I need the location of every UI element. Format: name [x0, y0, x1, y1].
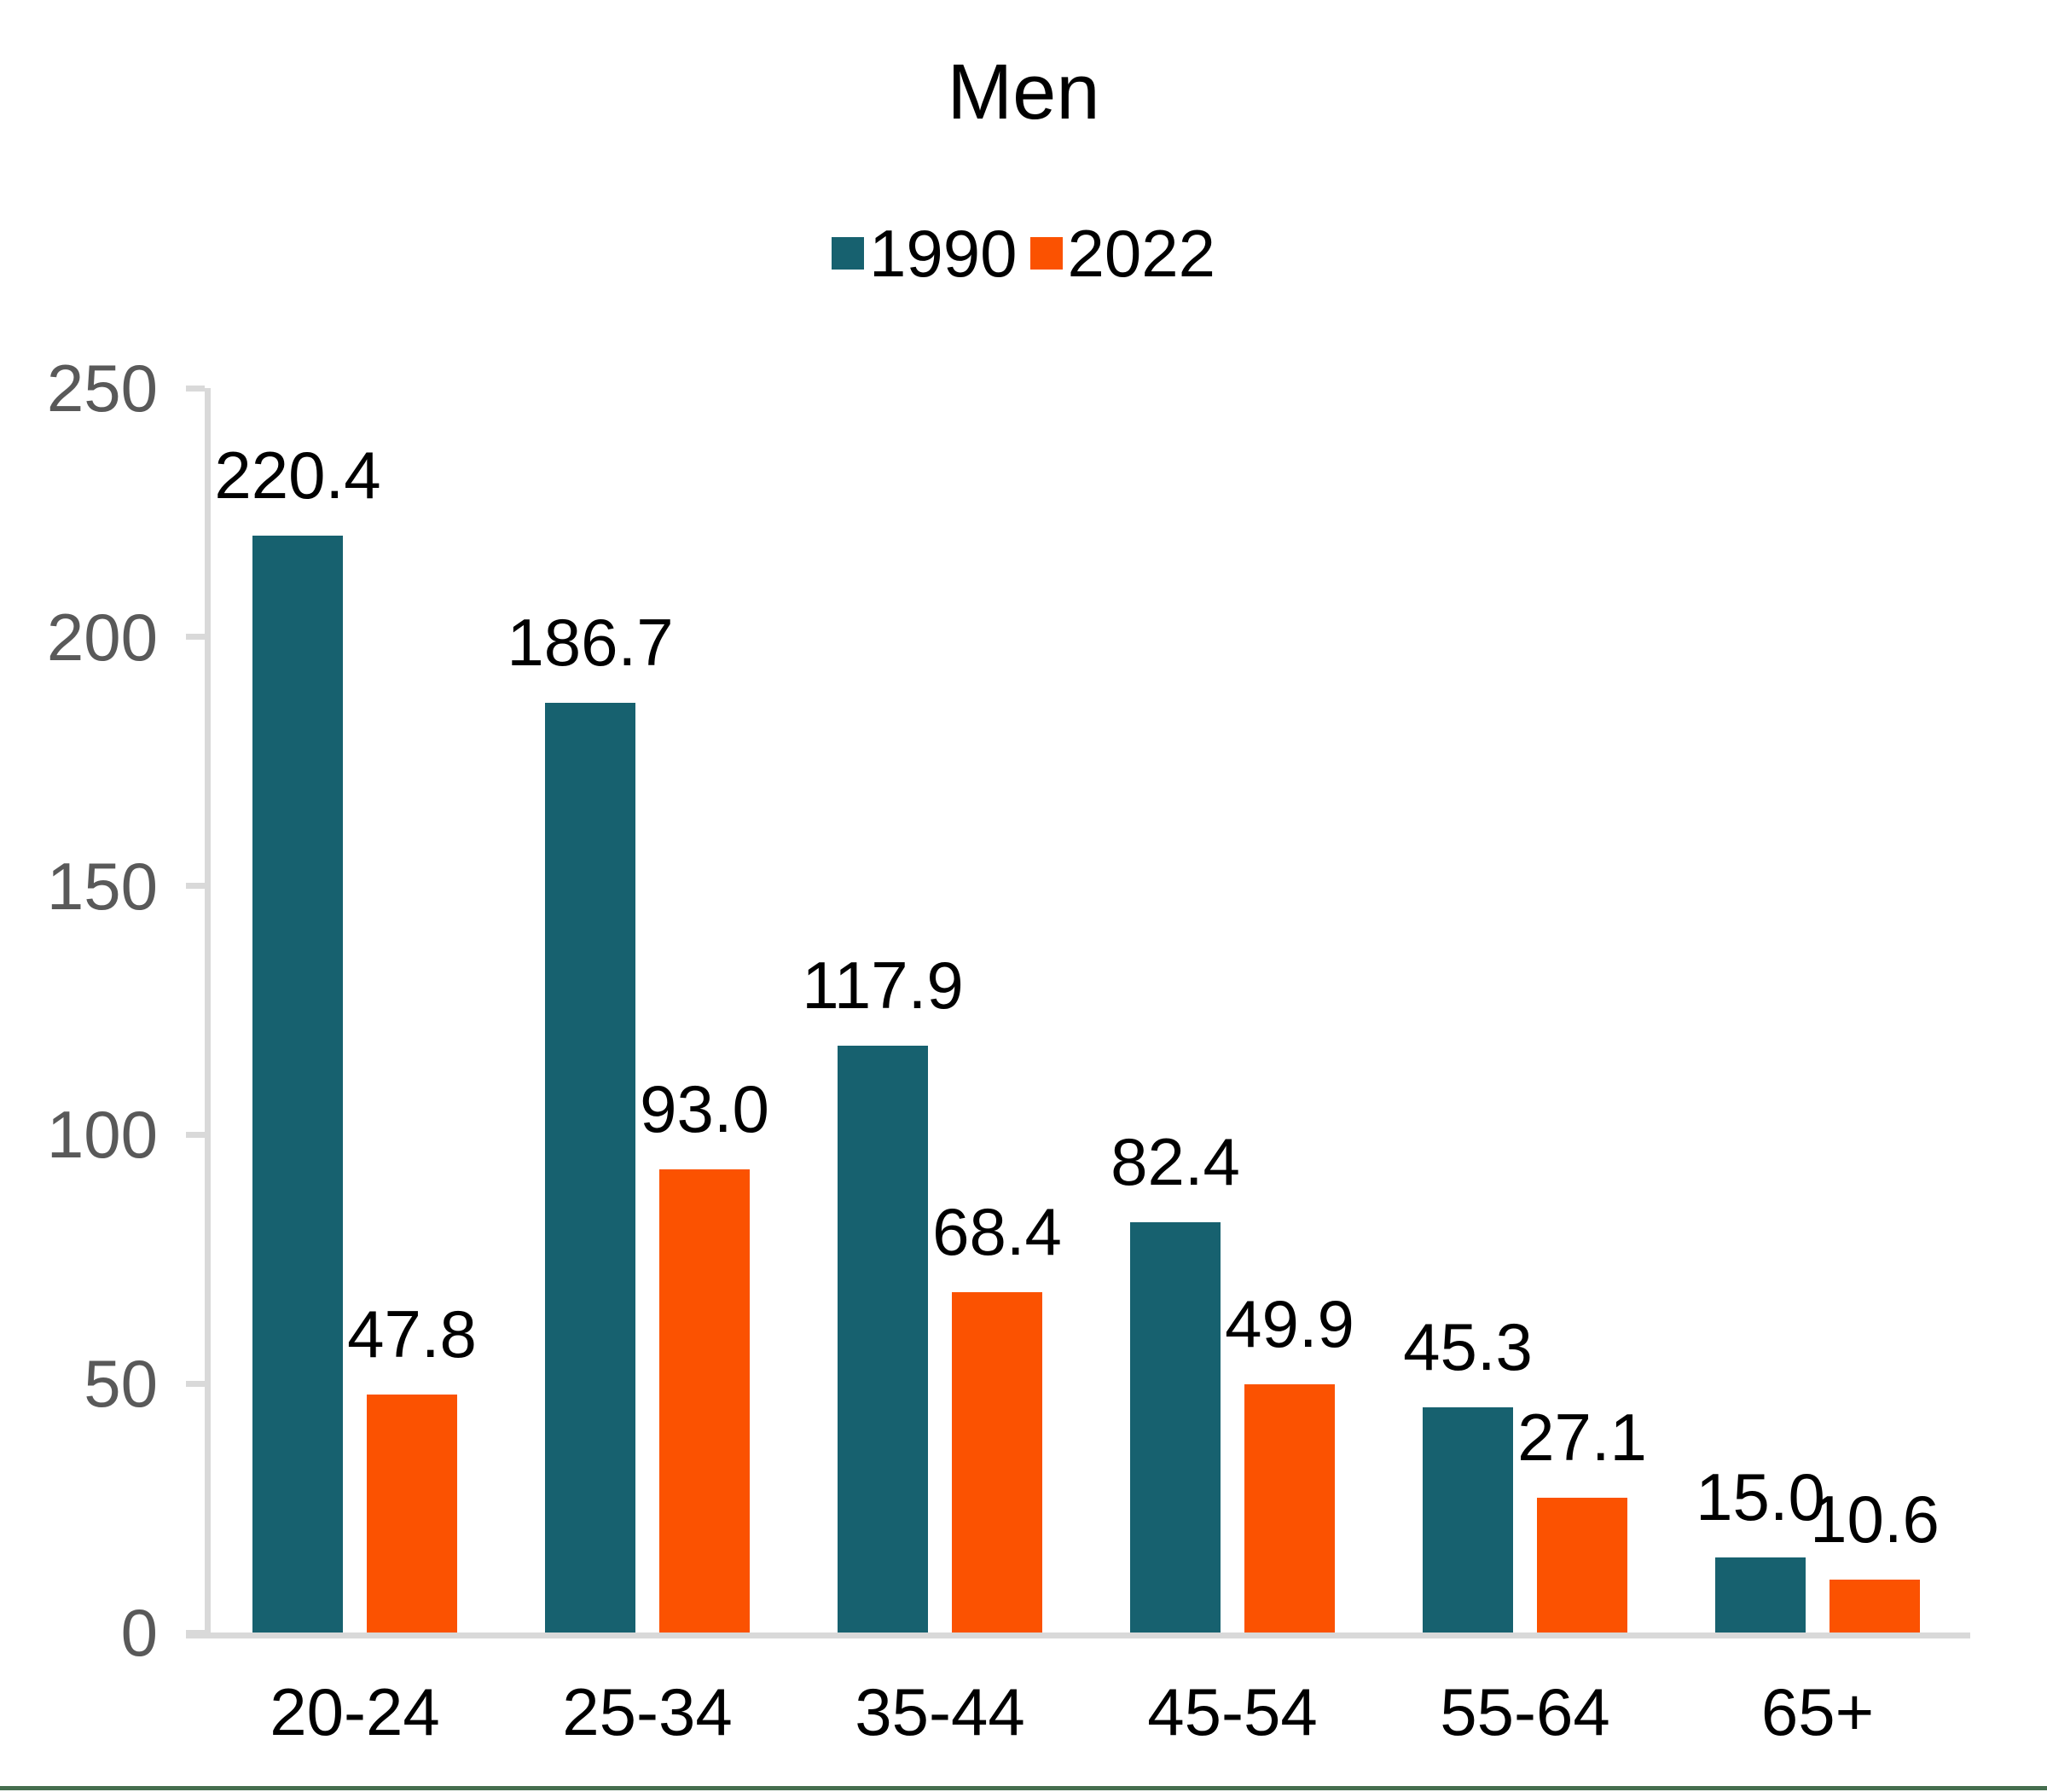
value-label-2022-35-44: 68.4 — [932, 1193, 1062, 1269]
y-axis-tick-label: 250 — [46, 351, 158, 426]
bottom-border-rule — [0, 1786, 2047, 1790]
legend-item-2022: 2022 — [1029, 216, 1216, 291]
bar-2022-65+ — [1830, 1580, 1920, 1633]
value-label-2022-65+: 10.6 — [1810, 1482, 1940, 1557]
value-label-2022-25-34: 93.0 — [640, 1071, 769, 1147]
value-label-1990-45-54: 82.4 — [1110, 1124, 1240, 1200]
y-axis-tick-label: 200 — [46, 599, 158, 675]
bar-1990-55-64 — [1423, 1406, 1513, 1633]
value-label-2022-20-24: 47.8 — [347, 1296, 477, 1372]
y-axis-tick — [186, 385, 205, 391]
value-label-1990-20-24: 220.4 — [214, 437, 381, 513]
legend-marker-1990 — [831, 237, 864, 270]
chart-title: Men — [947, 49, 1100, 136]
x-axis-category-label: 25-34 — [562, 1674, 733, 1749]
value-label-1990-55-64: 45.3 — [1403, 1308, 1533, 1384]
bar-1990-35-44 — [838, 1045, 928, 1633]
y-axis-tick-label: 50 — [84, 1346, 158, 1422]
bar-2022-55-64 — [1537, 1497, 1627, 1633]
legend: 1990 2022 — [0, 220, 2047, 287]
value-label-1990-25-34: 186.7 — [507, 605, 674, 681]
bar-2022-45-54 — [1244, 1383, 1335, 1633]
value-label-2022-55-64: 27.1 — [1517, 1399, 1647, 1475]
bar-2022-25-34 — [659, 1169, 750, 1633]
x-axis-category-label: 20-24 — [270, 1674, 440, 1749]
y-axis-tick-label: 100 — [46, 1097, 158, 1173]
bar-1990-45-54 — [1130, 1222, 1221, 1633]
legend-item-1990: 1990 — [831, 216, 1018, 291]
bar-2022-35-44 — [952, 1291, 1042, 1633]
y-axis-tick — [186, 883, 205, 890]
bar-1990-20-24 — [252, 535, 343, 1633]
y-axis-tick — [186, 1131, 205, 1138]
y-axis-tick — [186, 1380, 205, 1387]
legend-marker-2022 — [1029, 237, 1063, 270]
value-label-1990-35-44: 117.9 — [802, 947, 964, 1023]
x-axis-category-label: 45-54 — [1147, 1674, 1318, 1749]
value-label-1990-65+: 15.0 — [1696, 1459, 1825, 1535]
bar-1990-25-34 — [545, 703, 635, 1633]
y-axis-line — [205, 388, 211, 1638]
bar-2022-20-24 — [367, 1395, 457, 1633]
x-axis-category-label: 55-64 — [1440, 1674, 1610, 1749]
x-axis-line — [186, 1633, 1970, 1638]
y-axis-tick-label: 150 — [46, 848, 158, 924]
x-axis-category-label: 35-44 — [855, 1674, 1025, 1749]
legend-label-1990: 1990 — [868, 216, 1018, 291]
x-axis-category-label: 65+ — [1760, 1674, 1875, 1749]
y-axis-tick-label: 0 — [120, 1595, 158, 1670]
y-axis-tick — [186, 634, 205, 641]
legend-label-2022: 2022 — [1067, 216, 1216, 291]
bar-1990-65+ — [1715, 1557, 1806, 1633]
value-label-2022-45-54: 49.9 — [1225, 1285, 1354, 1361]
